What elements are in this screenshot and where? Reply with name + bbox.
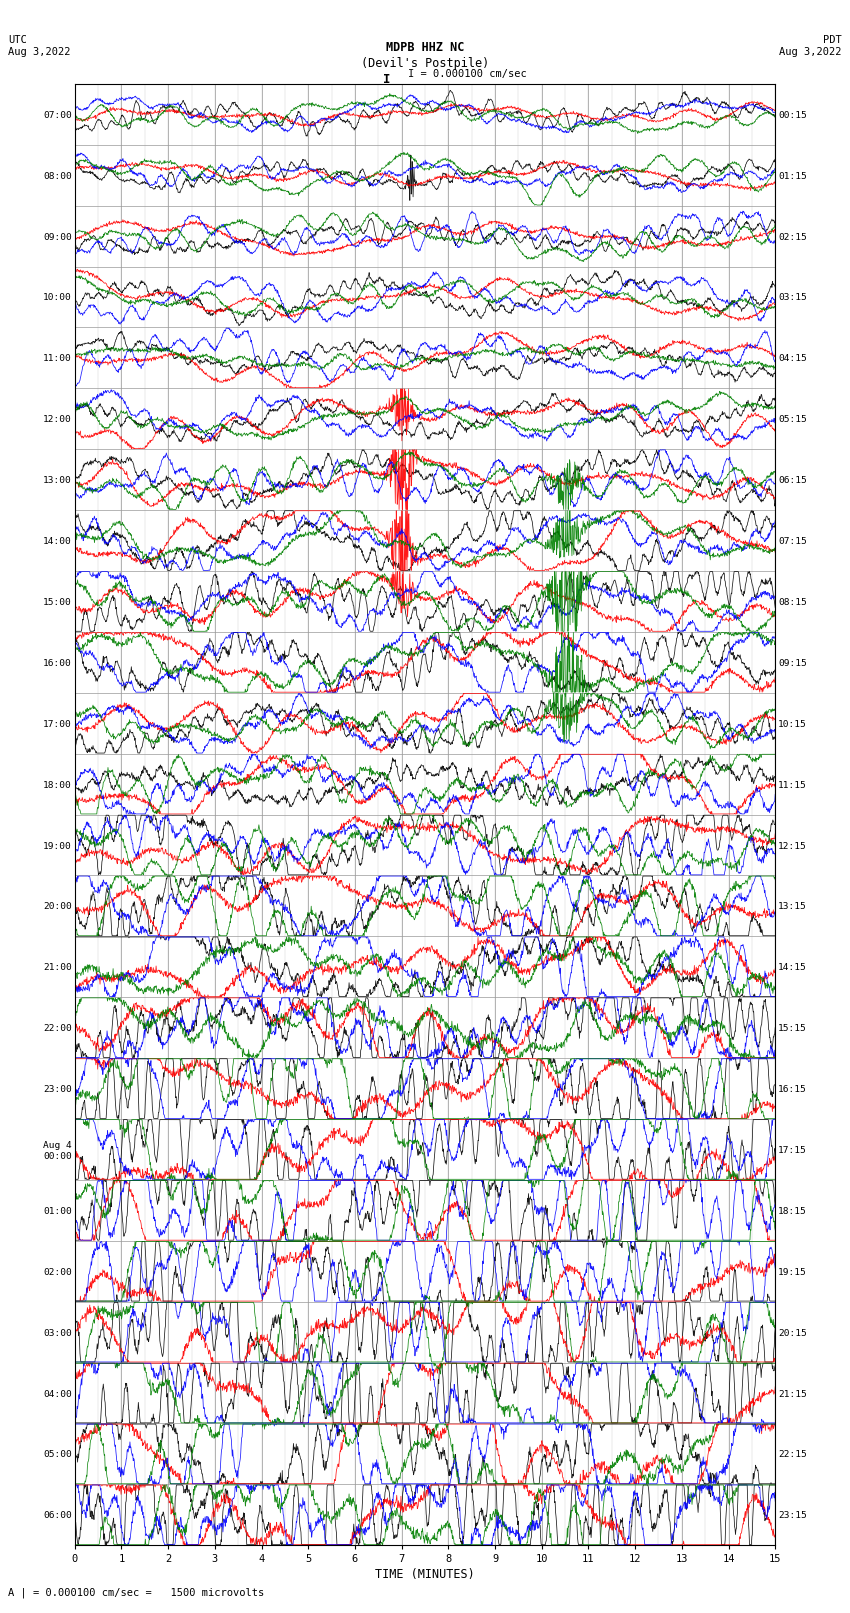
Text: Aug 3,2022: Aug 3,2022: [8, 47, 71, 56]
Text: A | = 0.000100 cm/sec =   1500 microvolts: A | = 0.000100 cm/sec = 1500 microvolts: [8, 1587, 264, 1598]
Text: I = 0.000100 cm/sec: I = 0.000100 cm/sec: [408, 69, 527, 79]
X-axis label: TIME (MINUTES): TIME (MINUTES): [375, 1568, 475, 1581]
Text: Aug 3,2022: Aug 3,2022: [779, 47, 842, 56]
Text: PDT: PDT: [823, 35, 842, 45]
Text: MDPB HHZ NC: MDPB HHZ NC: [386, 40, 464, 55]
Text: UTC: UTC: [8, 35, 27, 45]
Text: I: I: [383, 73, 390, 85]
Text: (Devil's Postpile): (Devil's Postpile): [361, 58, 489, 71]
